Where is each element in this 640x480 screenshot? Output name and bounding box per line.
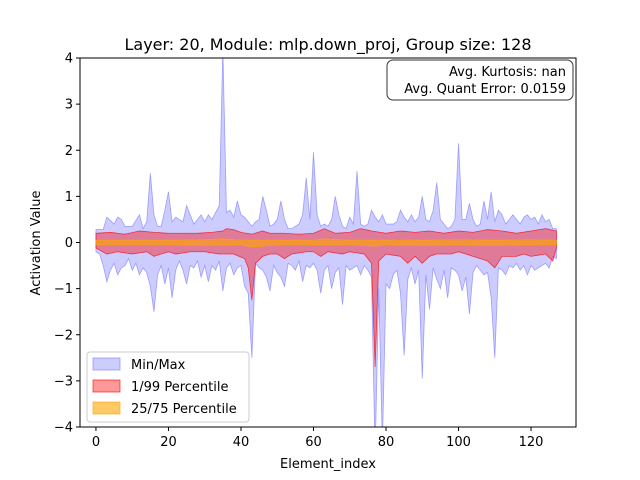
chart-title: Layer: 20, Module: mlp.down_proj, Group … <box>124 35 531 55</box>
y-tick-label: 3 <box>65 98 73 113</box>
annotation-box <box>386 59 574 101</box>
y-tick-label: 1 <box>65 190 73 205</box>
y-tick-label: 0 <box>65 236 73 251</box>
x-tick-label: 120 <box>519 435 544 450</box>
legend-label-minmax: Min/Max <box>131 358 186 373</box>
legend-label-1-99-percentile: 1/99 Percentile <box>131 380 228 395</box>
x-axis-label: Element_index <box>280 457 376 472</box>
x-tick-label: 100 <box>446 435 471 450</box>
legend-box <box>86 351 250 423</box>
y-axis-label: Activation Value <box>29 191 44 296</box>
legend-label-25-75-percentile: 25/75 Percentile <box>131 402 237 417</box>
legend-swatch-1-99-percentile <box>92 379 121 393</box>
y-tick-label: −1 <box>54 282 73 297</box>
band-25-75-percentile <box>95 238 557 248</box>
stats-annotation: Avg. Kurtosis: nan Avg. Quant Error: 0.0… <box>386 59 574 101</box>
series-layer <box>95 58 557 427</box>
y-axis-ticks: 4 3 2 1 0 −1 −2 −3 −4 <box>54 52 80 436</box>
x-tick-label: 60 <box>305 435 322 450</box>
x-tick-label: 20 <box>160 435 177 450</box>
legend: Min/Max 1/99 Percentile 25/75 Percentile <box>86 351 250 423</box>
legend-swatch-minmax <box>92 357 121 371</box>
y-tick-label: −3 <box>54 374 73 389</box>
x-tick-label: 0 <box>92 435 100 450</box>
x-tick-label: 80 <box>378 435 395 450</box>
y-tick-label: 2 <box>65 144 73 159</box>
y-tick-label: −4 <box>54 421 73 436</box>
y-tick-label: −2 <box>54 328 73 343</box>
x-tick-label: 40 <box>233 435 250 450</box>
x-axis-ticks: 0 20 40 60 80 100 120 <box>92 427 544 450</box>
annotation-kurtosis: Avg. Kurtosis: nan <box>449 65 566 80</box>
band-1-99-percentile <box>95 228 557 368</box>
legend-swatch-25-75-percentile <box>92 401 121 415</box>
y-tick-label: 4 <box>65 52 73 67</box>
annotation-quant-error: Avg. Quant Error: 0.0159 <box>404 82 566 97</box>
